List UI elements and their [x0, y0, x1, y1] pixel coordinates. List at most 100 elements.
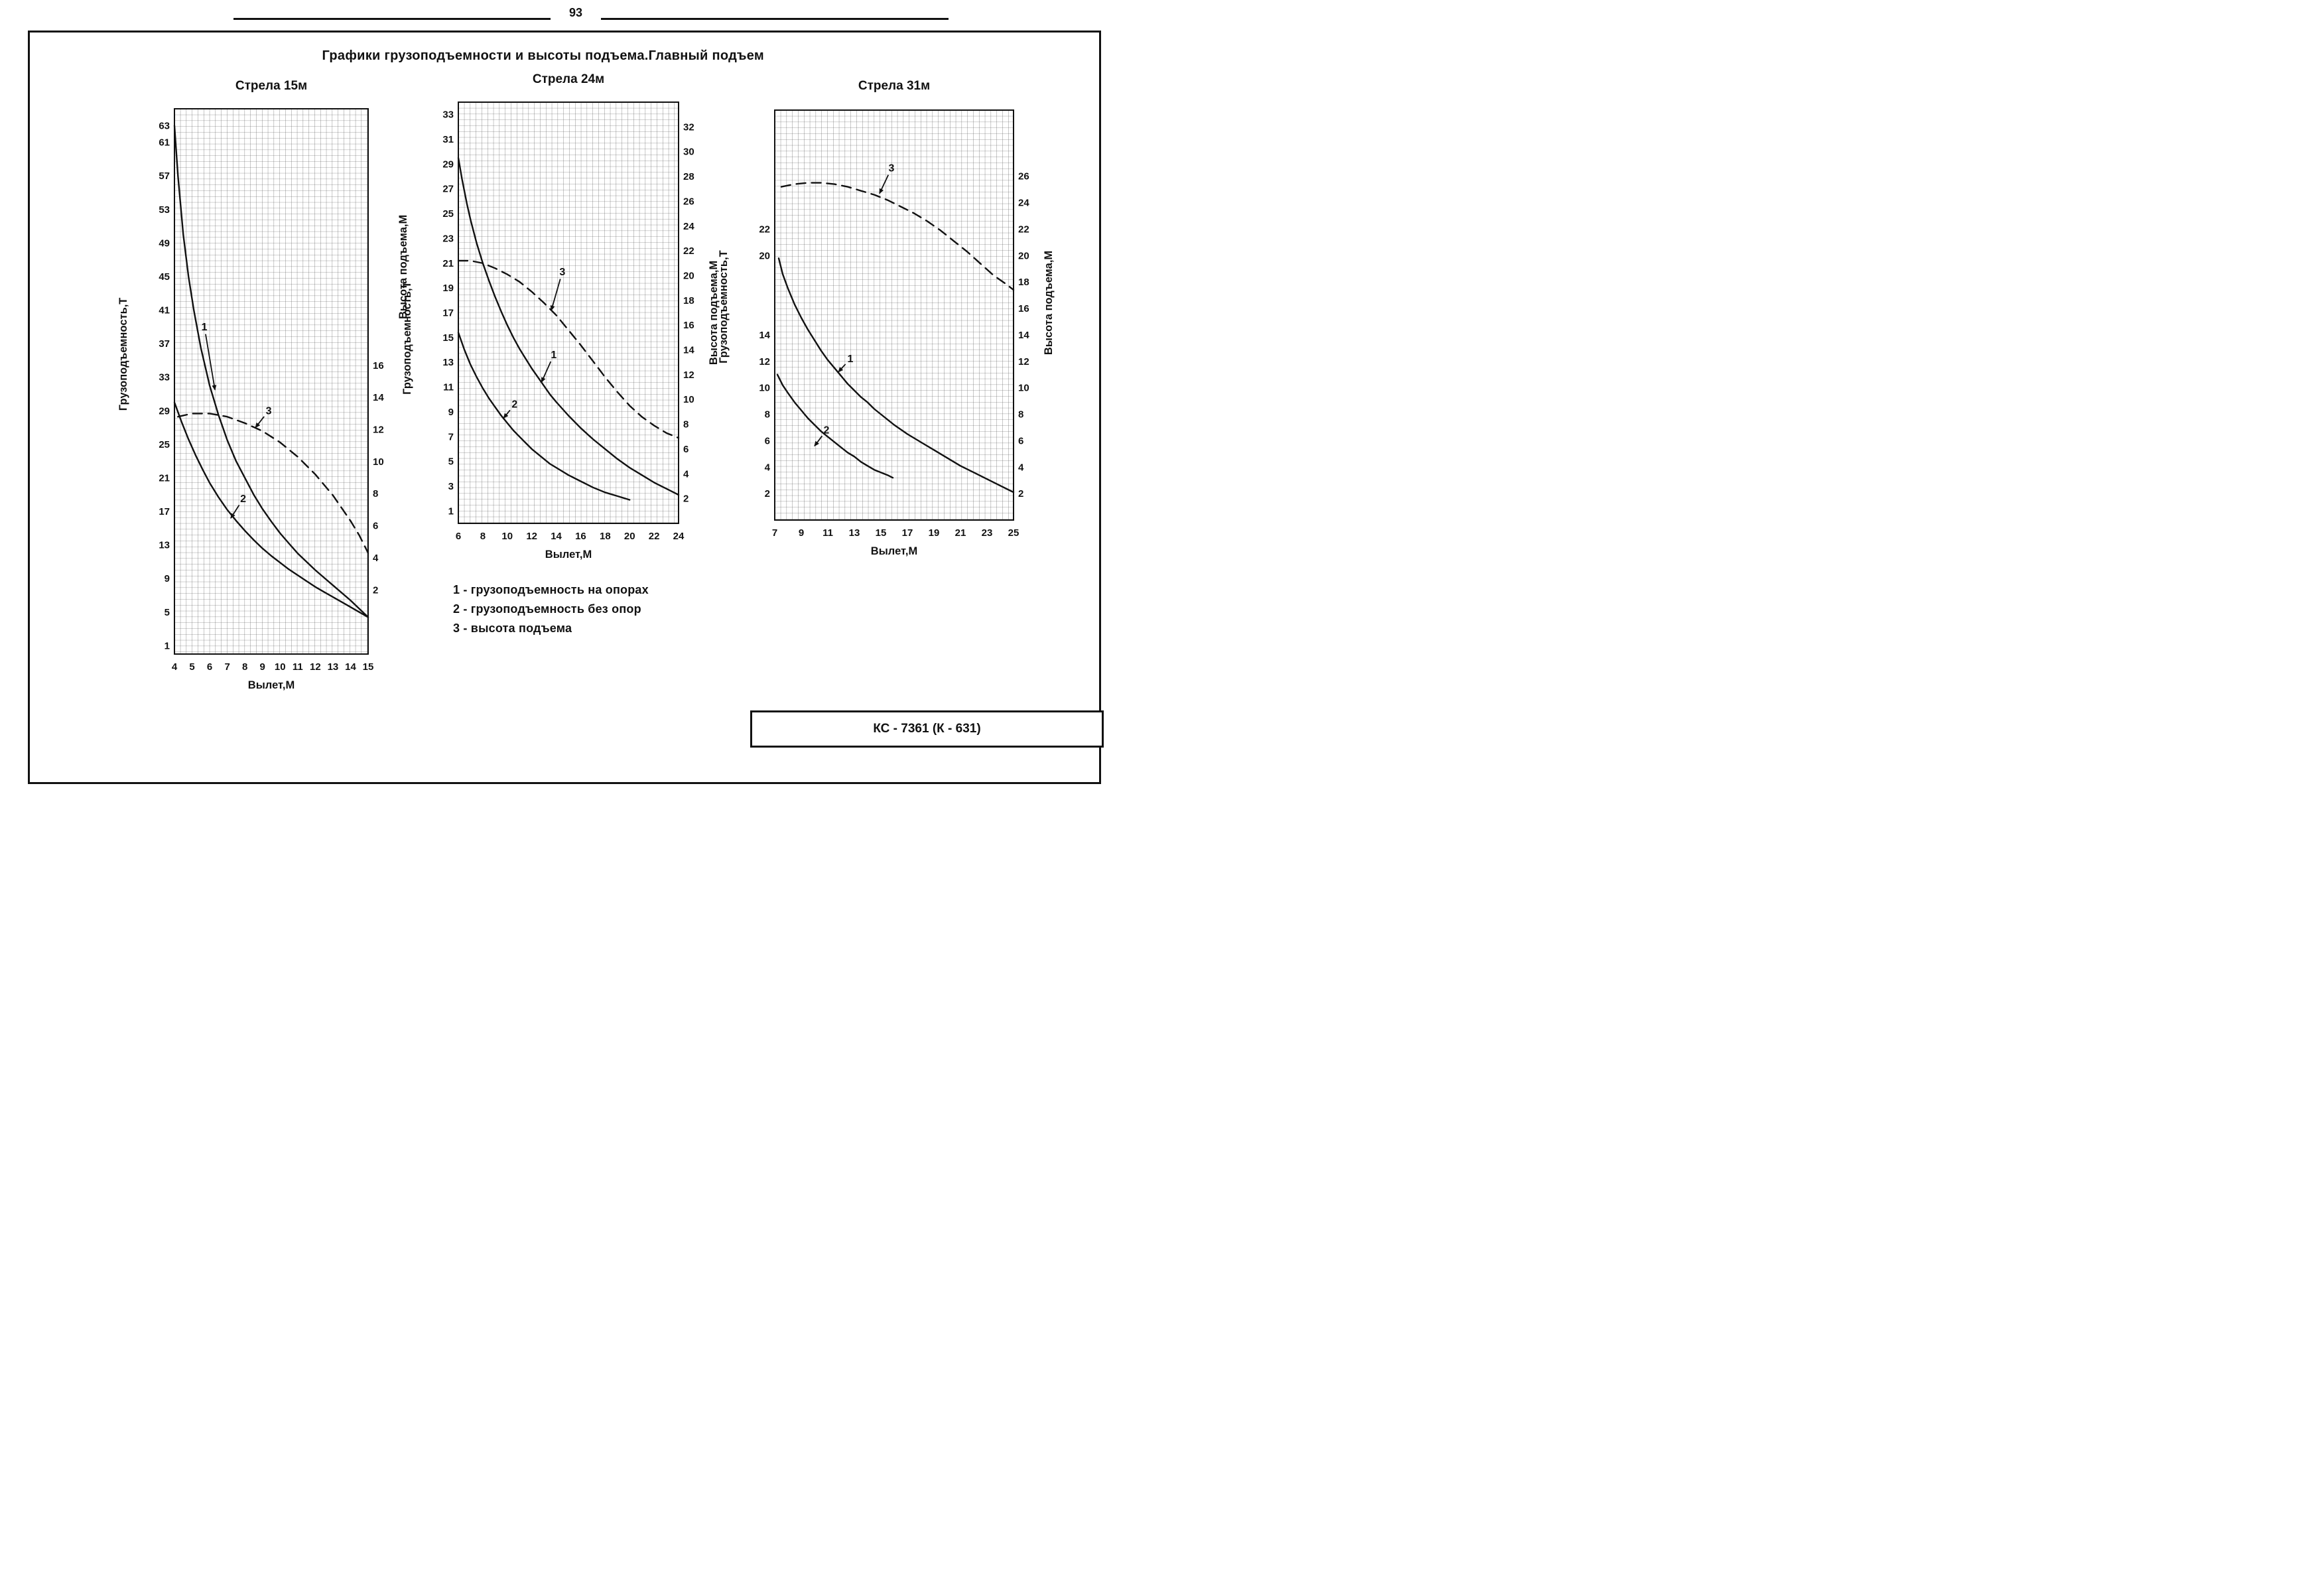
curve-1 — [173, 125, 369, 618]
left-tick-label: 25 — [442, 208, 454, 220]
left-tick-label: 4 — [765, 462, 771, 473]
left-tick-label: 23 — [442, 233, 454, 244]
left-tick-label: 20 — [759, 250, 770, 261]
right-tick-label: 10 — [1018, 383, 1029, 394]
callout-label: 2 — [240, 494, 246, 505]
left-tick-label: 41 — [159, 305, 170, 316]
left-tick-label: 15 — [442, 332, 454, 344]
legend-item-2: 2 - грузоподъемность без опор — [453, 602, 641, 616]
left-tick-label: 53 — [159, 204, 170, 216]
x-tick-label: 15 — [363, 661, 374, 673]
left-tick-label: 33 — [159, 372, 170, 383]
x-tick-label: 10 — [275, 661, 286, 673]
left-tick-label: 1 — [448, 505, 454, 517]
x-tick-label: 9 — [260, 661, 265, 673]
model-stamp-box: КС - 7361 (К - 631) — [750, 710, 1104, 748]
chart-title: Стрела 15м — [235, 79, 307, 93]
right-tick-label: 12 — [373, 425, 384, 436]
right-axis-title: Высота подъема,М — [397, 215, 409, 319]
x-tick-label: 13 — [328, 661, 339, 673]
x-tick-label: 8 — [480, 531, 486, 542]
curve-2 — [173, 401, 369, 618]
callout-label: 2 — [511, 399, 517, 411]
x-tick-label: 6 — [207, 661, 212, 673]
left-tick-label: 27 — [442, 184, 454, 195]
left-tick-label: 37 — [159, 338, 170, 350]
curve-2 — [776, 373, 894, 479]
left-tick-label: 57 — [159, 170, 170, 182]
right-tick-label: 30 — [683, 147, 694, 158]
x-tick-label: 20 — [624, 531, 635, 542]
x-tick-label: 14 — [551, 531, 562, 542]
left-tick-label: 45 — [159, 271, 170, 283]
curve-1 — [457, 157, 680, 496]
right-tick-label: 2 — [373, 584, 378, 596]
left-tick-label: 1 — [164, 640, 170, 651]
right-tick-label: 14 — [1018, 330, 1029, 341]
left-tick-label: 5 — [448, 456, 454, 468]
right-tick-label: 6 — [373, 521, 378, 532]
left-tick-label: 9 — [448, 407, 454, 418]
left-tick-label: 7 — [448, 431, 454, 442]
right-tick-label: 26 — [683, 196, 694, 207]
right-tick-label: 8 — [373, 488, 378, 499]
x-tick-label: 12 — [526, 531, 537, 542]
chart-legend: 1 - грузоподъемность на опорах 2 - грузо… — [453, 580, 649, 638]
callout-arrow — [879, 174, 889, 194]
left-tick-label: 29 — [442, 159, 454, 170]
curve-3 — [457, 259, 680, 439]
x-axis-title: Вылет,М — [871, 545, 917, 557]
left-axis-title: Грузоподъемность,Т — [117, 298, 129, 411]
left-axis-title: Грузоподъемность,Т — [718, 250, 730, 364]
left-tick-label: 25 — [159, 439, 170, 450]
x-tick-label: 23 — [982, 527, 993, 539]
callout-label: 2 — [824, 425, 830, 436]
left-tick-label: 12 — [759, 356, 770, 367]
curve-2 — [457, 332, 631, 501]
x-tick-label: 17 — [902, 527, 913, 539]
left-tick-label: 2 — [765, 488, 770, 499]
left-tick-label: 61 — [159, 137, 170, 149]
right-tick-label: 32 — [683, 121, 694, 133]
callout-arrow — [255, 416, 265, 429]
right-tick-label: 20 — [1018, 250, 1029, 261]
scanned-page: 93 Графики грузоподъемности и высоты под… — [0, 0, 1150, 798]
right-tick-label: 10 — [373, 456, 384, 468]
page-number: 93 — [568, 6, 583, 19]
right-tick-label: 8 — [683, 419, 689, 431]
x-tick-label: 12 — [310, 661, 321, 673]
callout-arrow — [503, 409, 511, 419]
right-tick-label: 18 — [683, 295, 694, 306]
plot-border — [174, 108, 369, 655]
x-tick-label: 19 — [929, 527, 940, 539]
x-tick-label: 22 — [649, 531, 660, 542]
plot-grid — [775, 110, 1014, 520]
right-tick-label: 26 — [1018, 171, 1029, 182]
model-stamp-text: КС - 7361 (К - 631) — [873, 722, 981, 736]
left-tick-label: 10 — [759, 383, 770, 394]
left-tick-label: 33 — [442, 109, 454, 121]
plot-grid — [174, 109, 368, 654]
chart-boom-15m: 6361575349454137332925211713951161412108… — [117, 79, 409, 691]
left-tick-label: 13 — [442, 357, 454, 368]
right-axis-title: Высота подъема,М — [1043, 251, 1055, 355]
right-tick-label: 12 — [683, 369, 694, 381]
x-tick-label: 16 — [575, 531, 586, 542]
callout-label: 1 — [202, 322, 208, 333]
page-title: Графики грузоподъемности и высоты подъем… — [322, 48, 764, 63]
header-rule-right — [601, 18, 949, 20]
x-tick-label: 25 — [1008, 527, 1019, 539]
x-axis-title: Вылет,М — [545, 549, 592, 561]
x-tick-label: 9 — [799, 527, 804, 539]
right-tick-label: 16 — [683, 320, 694, 331]
left-tick-label: 5 — [164, 607, 170, 618]
left-tick-label: 21 — [159, 472, 170, 484]
right-tick-label: 20 — [683, 270, 694, 281]
right-tick-label: 12 — [1018, 356, 1029, 367]
right-tick-label: 6 — [1018, 435, 1023, 446]
right-tick-label: 8 — [1018, 409, 1023, 421]
curve-3 — [177, 413, 369, 554]
plot-border — [774, 109, 1014, 521]
plot-border — [458, 101, 679, 524]
right-tick-label: 14 — [373, 392, 384, 403]
